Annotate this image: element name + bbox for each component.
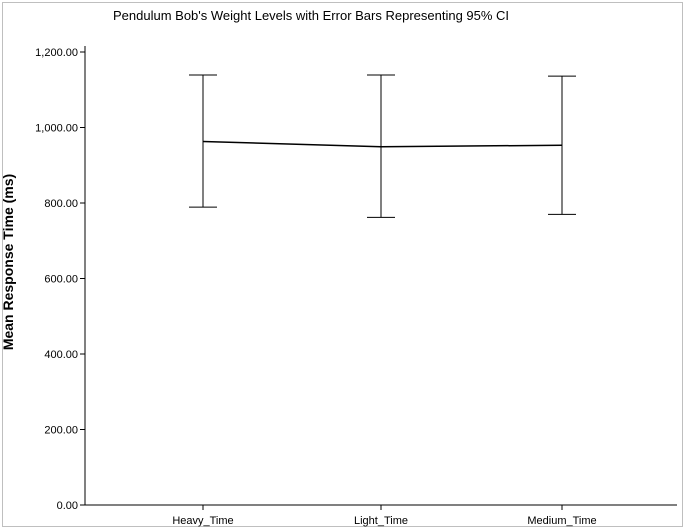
error-bar — [189, 74, 217, 208]
y-tick-label: 0.00 — [57, 500, 78, 512]
error-bar — [367, 74, 395, 218]
chart-marks — [189, 74, 576, 218]
y-axis-label: Mean Response Time (ms) — [0, 174, 16, 350]
x-tick-label: Medium_Time — [527, 515, 596, 527]
y-tick-label: 800.00 — [44, 198, 78, 210]
y-tick-label: 400.00 — [44, 349, 78, 361]
y-tick-label: 1,000.00 — [35, 123, 78, 135]
y-tick-label: 1,200.00 — [35, 47, 78, 59]
x-tick-label: Heavy_Time — [172, 515, 233, 527]
chart-title: Pendulum Bob's Weight Levels with Error … — [113, 8, 509, 23]
axes: 0.00 200.00 400.00 600.00 800.00 1,000.00 1,20… — [35, 46, 677, 527]
error-bar — [548, 75, 576, 215]
x-tick-label: Light_Time — [354, 515, 408, 527]
y-tick-label: 600.00 — [44, 274, 78, 286]
y-tick-label: 200.00 — [44, 425, 78, 437]
